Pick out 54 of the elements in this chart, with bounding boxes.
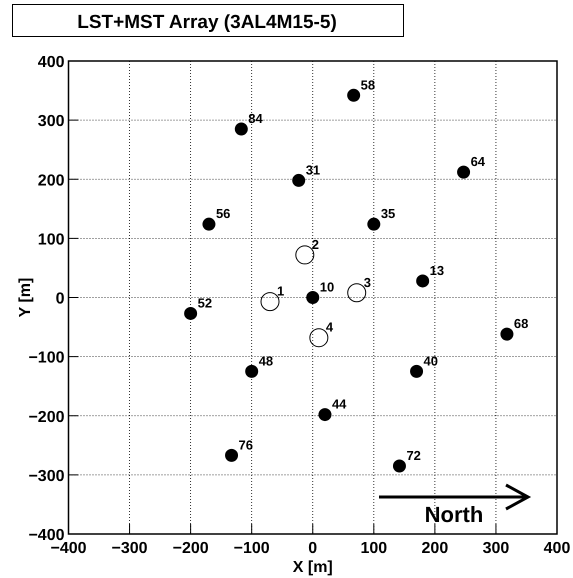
annotation: 64: [470, 154, 486, 170]
y-axis-title: Y [m]: [17, 278, 34, 318]
point: [234, 122, 248, 136]
annotation: 13: [430, 262, 444, 278]
y-tick-label: 0: [56, 290, 65, 308]
x-tick-label: −100: [234, 540, 270, 557]
annotation: 68: [514, 316, 528, 332]
y-tick-label: 300: [38, 113, 65, 130]
annotation: 76: [238, 437, 254, 452]
annotation: 1: [277, 284, 284, 299]
x-tick-label: −300: [112, 540, 148, 557]
point: [318, 408, 332, 422]
x-tick-label: 0: [308, 540, 318, 557]
point: [500, 328, 514, 341]
annotation: 52: [198, 295, 212, 310]
annotation: North: [424, 502, 484, 527]
annotation: 10: [320, 280, 334, 294]
point: [245, 364, 258, 378]
x-tick-label: 400: [544, 540, 570, 557]
point: [347, 88, 360, 102]
point: [367, 218, 380, 231]
annotation: 35: [380, 206, 396, 222]
x-tick-label: 200: [422, 540, 448, 557]
annotation: 84: [248, 110, 264, 126]
annotation: 3: [364, 274, 371, 290]
x-axis-title: X [m]: [292, 559, 333, 576]
annotation: 72: [406, 448, 421, 464]
annotation: 58: [360, 77, 376, 92]
annotation: 56: [216, 206, 230, 222]
y-tick-label: 400: [38, 54, 65, 71]
x-tick-label: −200: [172, 540, 209, 557]
point: [225, 448, 238, 462]
x-tick-label: 300: [482, 540, 510, 557]
point: [410, 364, 424, 378]
y-tick-label: −300: [28, 468, 65, 485]
point: [184, 306, 198, 320]
chart-title: LST+MST Array (3AL4M15-5): [77, 12, 337, 33]
point: [392, 460, 406, 473]
y-tick-label: 100: [38, 231, 65, 248]
annotation: 4: [326, 320, 334, 335]
point: [202, 218, 216, 231]
annotation: 44: [332, 396, 348, 412]
annotation: 2: [312, 236, 320, 252]
y-tick-label: −100: [28, 350, 65, 367]
annotation: 31: [306, 162, 320, 178]
y-tick-label: 200: [38, 172, 65, 190]
annotation: 48: [258, 353, 274, 368]
x-tick-label: 100: [360, 540, 388, 557]
y-tick-label: −200: [28, 408, 65, 426]
annotation: 40: [424, 353, 438, 368]
point: [416, 274, 430, 288]
point: [306, 291, 320, 304]
point: [457, 166, 470, 179]
point: [292, 174, 306, 187]
